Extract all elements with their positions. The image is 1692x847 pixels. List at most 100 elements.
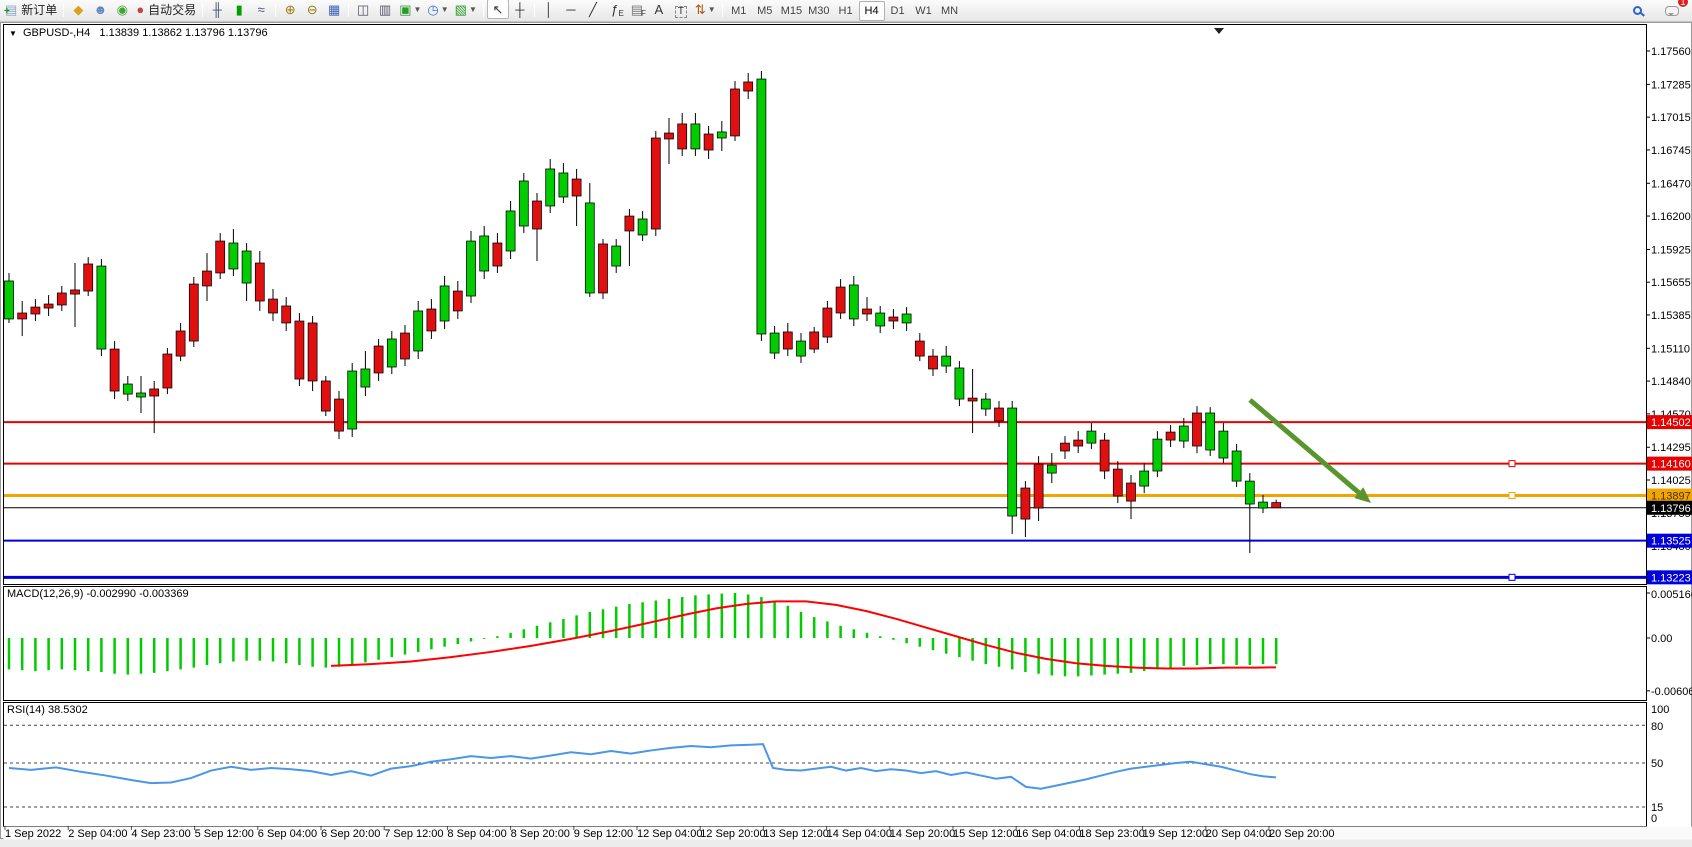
svg-text:1.13223: 1.13223 — [1651, 572, 1691, 584]
timeframe-h4[interactable]: H4 — [858, 0, 885, 21]
tile-windows-button[interactable]: ▦ — [328, 1, 341, 17]
candle — [677, 123, 688, 150]
candle — [1178, 425, 1189, 442]
date-label: 6 Sep 20:00 — [321, 828, 380, 840]
svg-text:1.15385: 1.15385 — [1651, 310, 1691, 322]
new-chart-button[interactable]: ▣ ▼ — [399, 1, 422, 17]
candle — [241, 250, 252, 284]
trendline-button[interactable]: ╱ — [588, 1, 597, 17]
chart-canvas[interactable]: 1.17560 1.17285 1.17015 1.16745 1.16470 1.162… — [1, 23, 1692, 840]
line-chart-button[interactable]: ≈ — [257, 1, 265, 17]
main-panel — [3, 24, 1647, 585]
candle — [492, 242, 503, 267]
candle — [901, 313, 912, 324]
text-label-button[interactable]: T — [670, 2, 692, 22]
crosshair-button[interactable]: ┼ — [515, 1, 525, 17]
horizontal-line-button[interactable]: ─ — [566, 1, 576, 17]
search-icon[interactable] — [1626, 1, 1648, 21]
fibonacci-button[interactable]: ▤ F — [630, 1, 646, 19]
svg-text:1.15925: 1.15925 — [1651, 244, 1691, 256]
svg-text:100: 100 — [1651, 704, 1669, 716]
candle — [1033, 463, 1044, 509]
candle — [664, 132, 674, 140]
candle — [1231, 450, 1242, 482]
candle — [1046, 464, 1057, 474]
candle — [43, 303, 54, 309]
chevron-down-icon[interactable]: ▼ — [9, 29, 17, 38]
candle — [281, 305, 292, 324]
candle — [175, 330, 186, 357]
price-tag-1.13897 — [1647, 488, 1692, 503]
svg-text:1.14295: 1.14295 — [1651, 442, 1691, 454]
auto-trading-button[interactable]: ● 自动交易 — [136, 1, 197, 17]
toolbar-separator — [533, 2, 535, 17]
candle — [796, 340, 806, 357]
chat-icon[interactable]: 1 — [1648, 0, 1689, 21]
candle — [875, 312, 886, 327]
candle — [743, 81, 754, 92]
candle — [228, 242, 239, 270]
candle — [769, 332, 780, 354]
candlestick-chart-button[interactable]: ▮ — [235, 1, 243, 17]
new-order-button[interactable]: ▤ + 新订单 — [4, 1, 58, 18]
date-label: 19 Sep 12:00 — [1143, 828, 1208, 840]
timeframe-m5[interactable]: M5 — [757, 4, 773, 17]
timeframe-w1[interactable]: W1 — [915, 4, 932, 17]
macd-indicator-label: MACD(12,26,9) -0.002990 -0.003369 — [7, 588, 189, 600]
zoom-out-button[interactable]: ⊖ — [306, 1, 318, 17]
svg-text:1.14025: 1.14025 — [1651, 475, 1691, 487]
chart-title: ▼ GBPUSD-,H4 1.13839 1.13862 1.13796 1.1… — [9, 27, 268, 39]
candle — [360, 368, 371, 388]
zoom-in-button[interactable]: ⊕ — [284, 1, 296, 17]
timeframe-m15[interactable]: M15 — [780, 4, 803, 17]
price-tag-1.14502 — [1647, 415, 1692, 430]
svg-text:1.13897: 1.13897 — [1651, 491, 1691, 503]
candle — [386, 338, 397, 368]
timeframe-mn[interactable]: MN — [940, 4, 959, 17]
date-label: 2 Sep 04:00 — [68, 828, 127, 840]
candle — [479, 235, 490, 272]
arrows-button[interactable]: ⇅ ▼ — [694, 1, 716, 17]
date-label: 8 Sep 04:00 — [447, 828, 506, 840]
styler-bucket-button[interactable]: ◆ — [73, 1, 84, 17]
candle — [320, 380, 331, 412]
candle — [809, 331, 820, 350]
chart-shift-marker[interactable] — [1214, 28, 1224, 34]
vertical-line-button[interactable]: │ — [544, 1, 553, 17]
candle — [373, 345, 384, 374]
date-label: 4 Sep 23:00 — [131, 828, 190, 840]
indicators-button[interactable]: ▧ ▼ — [454, 1, 477, 17]
timeframe-m1[interactable]: M1 — [731, 4, 747, 17]
price-tag-1.14160 — [1647, 456, 1692, 471]
date-label: 12 Sep 20:00 — [700, 828, 765, 840]
price-tag-1.13223 — [1647, 570, 1692, 585]
timeframe-m30[interactable]: M30 — [808, 4, 830, 17]
rsi-name: RSI(14) — [7, 704, 45, 716]
candle — [254, 262, 265, 302]
candle — [914, 340, 925, 357]
cascade-charts-button[interactable]: ▥ — [379, 1, 392, 17]
cursor-button[interactable]: ↖ — [486, 0, 509, 20]
trend-arrow-head — [1354, 487, 1371, 503]
candle — [1099, 439, 1110, 472]
timeframe-h1[interactable]: H1 — [838, 4, 853, 17]
trend-arrow-annotation[interactable] — [1248, 398, 1361, 495]
candle — [1152, 438, 1163, 472]
profile-button[interactable]: ☻ — [93, 1, 108, 17]
timeframe-d1[interactable]: D1 — [890, 4, 905, 17]
svg-text:1.15655: 1.15655 — [1651, 277, 1691, 289]
arrange-charts-button[interactable]: ◫ — [357, 1, 370, 17]
signals-button[interactable]: ◉ — [116, 1, 128, 17]
toolbar-separator — [202, 2, 204, 17]
date-label: 8 Sep 20:00 — [511, 828, 570, 840]
candle — [347, 370, 358, 430]
period-button[interactable]: ◷ ▼ — [427, 1, 449, 17]
candle — [109, 348, 120, 392]
date-label: 20 Sep 20:00 — [1269, 828, 1334, 840]
date-label: 20 Sep 04:00 — [1206, 828, 1271, 840]
timeframe-toolbar: M1 M5 M15 M30 H1 H4 D1 W1 MN — [726, 0, 963, 21]
candle — [466, 240, 476, 297]
text-button[interactable]: A — [654, 1, 664, 17]
bar-chart-button[interactable]: ╫ — [212, 1, 222, 17]
